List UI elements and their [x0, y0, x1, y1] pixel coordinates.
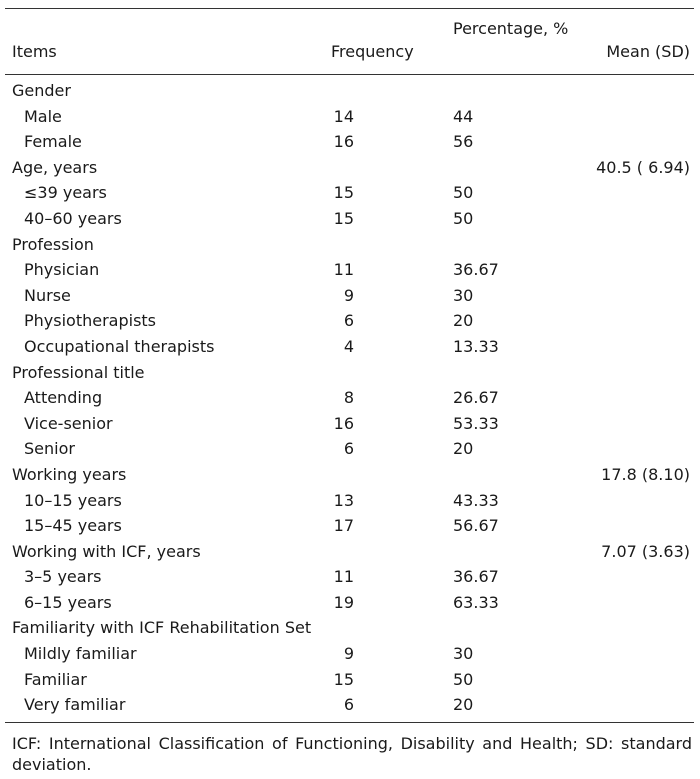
- table-section-row: Working years 17.8 (8.10): [0, 462, 700, 488]
- row-item-label: Female: [24, 132, 82, 152]
- row-item-label: Mildly familiar: [24, 644, 137, 664]
- row-item-label: 3–5 years: [24, 567, 102, 587]
- row-frequency: 15: [333, 669, 354, 689]
- table-row: 3–5 years 11 36.67: [0, 564, 700, 590]
- row-item-label: Familiarity with ICF Rehabilitation Set: [12, 618, 312, 638]
- row-frequency: 15: [333, 183, 354, 203]
- row-item-label: Very familiar: [24, 695, 126, 715]
- row-frequency: 15: [333, 208, 354, 228]
- table-row: Female 16 56: [0, 129, 700, 155]
- row-percentage: 20: [453, 439, 474, 459]
- row-percentage: 56: [453, 132, 474, 152]
- row-mean-sd: 40.5 ( 6.94): [596, 157, 690, 177]
- header-items: Items: [12, 42, 57, 61]
- row-item-label: Senior: [24, 439, 75, 459]
- row-item-label: Professional title: [12, 362, 145, 382]
- table-bottom-rule: [5, 722, 694, 723]
- table-section-row: Profession: [0, 232, 700, 258]
- row-frequency: 9: [343, 285, 354, 305]
- row-item-label: 15–45 years: [24, 516, 122, 536]
- row-frequency: 13: [333, 490, 354, 510]
- row-item-label: Physiotherapists: [24, 311, 157, 331]
- row-frequency: 14: [333, 106, 354, 126]
- header-mean-sd: Mean (SD): [606, 42, 690, 61]
- table-section-row: Familiarity with ICF Rehabilitation Set: [0, 615, 700, 641]
- row-frequency: 19: [333, 592, 354, 612]
- row-frequency: 16: [333, 132, 354, 152]
- table-footnote: ICF: International Classification of Fun…: [12, 734, 692, 774]
- row-item-label: Familiar: [24, 669, 87, 689]
- row-item-label: 10–15 years: [24, 490, 122, 510]
- row-item-label: 6–15 years: [24, 592, 112, 612]
- row-item-label: Physician: [24, 260, 100, 280]
- row-frequency: 9: [343, 644, 354, 664]
- row-mean-sd: 17.8 (8.10): [601, 464, 690, 484]
- row-item-label: Age, years: [12, 157, 98, 177]
- row-percentage: 56.67: [453, 516, 499, 536]
- row-item-label: Nurse: [24, 285, 71, 305]
- row-percentage: 20: [453, 311, 474, 331]
- row-frequency: 17: [333, 516, 354, 536]
- row-percentage: 20: [453, 695, 474, 715]
- row-percentage: 36.67: [453, 260, 499, 280]
- table-row: 6–15 years 19 63.33: [0, 590, 700, 616]
- row-percentage: 50: [453, 208, 474, 228]
- table-section-row: Gender: [0, 78, 700, 104]
- table-row: 15–45 years 17 56.67: [0, 513, 700, 539]
- table-row: Physiotherapists 6 20: [0, 308, 700, 334]
- table-body: Gender Male 14 44 Female 16 56 Age, years 40.5 (…: [0, 78, 700, 718]
- table-row: Male 14 44: [0, 104, 700, 130]
- table-section-row: Working with ICF, years 7.07 (3.63): [0, 539, 700, 565]
- table-row: Senior 6 20: [0, 436, 700, 462]
- row-item-label: Profession: [12, 234, 94, 254]
- table-section-row: Age, years 40.5 ( 6.94): [0, 155, 700, 181]
- row-percentage: 26.67: [453, 388, 499, 408]
- row-item-label: ≤39 years: [24, 183, 107, 203]
- row-frequency: 8: [343, 388, 354, 408]
- table-row: 40–60 years 15 50: [0, 206, 700, 232]
- row-frequency: 6: [343, 311, 354, 331]
- row-frequency: 6: [343, 695, 354, 715]
- table-row: ≤39 years 15 50: [0, 180, 700, 206]
- row-item-label: Attending: [24, 388, 103, 408]
- table-row: Familiar 15 50: [0, 667, 700, 693]
- row-percentage: 53.33: [453, 413, 499, 433]
- row-frequency: 11: [333, 260, 354, 280]
- row-frequency: 11: [333, 567, 354, 587]
- row-percentage: 50: [453, 183, 474, 203]
- table-row: Mildly familiar 9 30: [0, 641, 700, 667]
- header-percentage: Percentage, %: [453, 19, 569, 38]
- header-frequency: Frequency: [331, 42, 414, 61]
- table-row: 10–15 years 13 43.33: [0, 488, 700, 514]
- row-item-label: 40–60 years: [24, 208, 122, 228]
- table-row: Very familiar 6 20: [0, 692, 700, 718]
- table-row: Physician 11 36.67: [0, 257, 700, 283]
- row-mean-sd: 7.07 (3.63): [601, 541, 690, 561]
- row-percentage: 13.33: [453, 336, 499, 356]
- table-row: Attending 8 26.67: [0, 385, 700, 411]
- table-section-row: Professional title: [0, 360, 700, 386]
- row-percentage: 44: [453, 106, 474, 126]
- row-item-label: Working years: [12, 464, 127, 484]
- row-percentage: 63.33: [453, 592, 499, 612]
- row-item-label: Occupational therapists: [24, 336, 215, 356]
- row-frequency: 16: [333, 413, 354, 433]
- row-percentage: 43.33: [453, 490, 499, 510]
- row-percentage: 50: [453, 669, 474, 689]
- table-top-rule: [5, 8, 694, 9]
- row-percentage: 30: [453, 285, 474, 305]
- row-frequency: 4: [343, 336, 354, 356]
- table-row: Nurse 9 30: [0, 283, 700, 309]
- row-item-label: Male: [24, 106, 62, 126]
- row-frequency: 6: [343, 439, 354, 459]
- row-item-label: Working with ICF, years: [12, 541, 201, 561]
- table-row: Vice-senior 16 53.33: [0, 411, 700, 437]
- row-percentage: 30: [453, 644, 474, 664]
- table-header-rule: [5, 74, 694, 75]
- row-item-label: Vice-senior: [24, 413, 113, 433]
- table-row: Occupational therapists 4 13.33: [0, 334, 700, 360]
- row-percentage: 36.67: [453, 567, 499, 587]
- row-item-label: Gender: [12, 81, 71, 100]
